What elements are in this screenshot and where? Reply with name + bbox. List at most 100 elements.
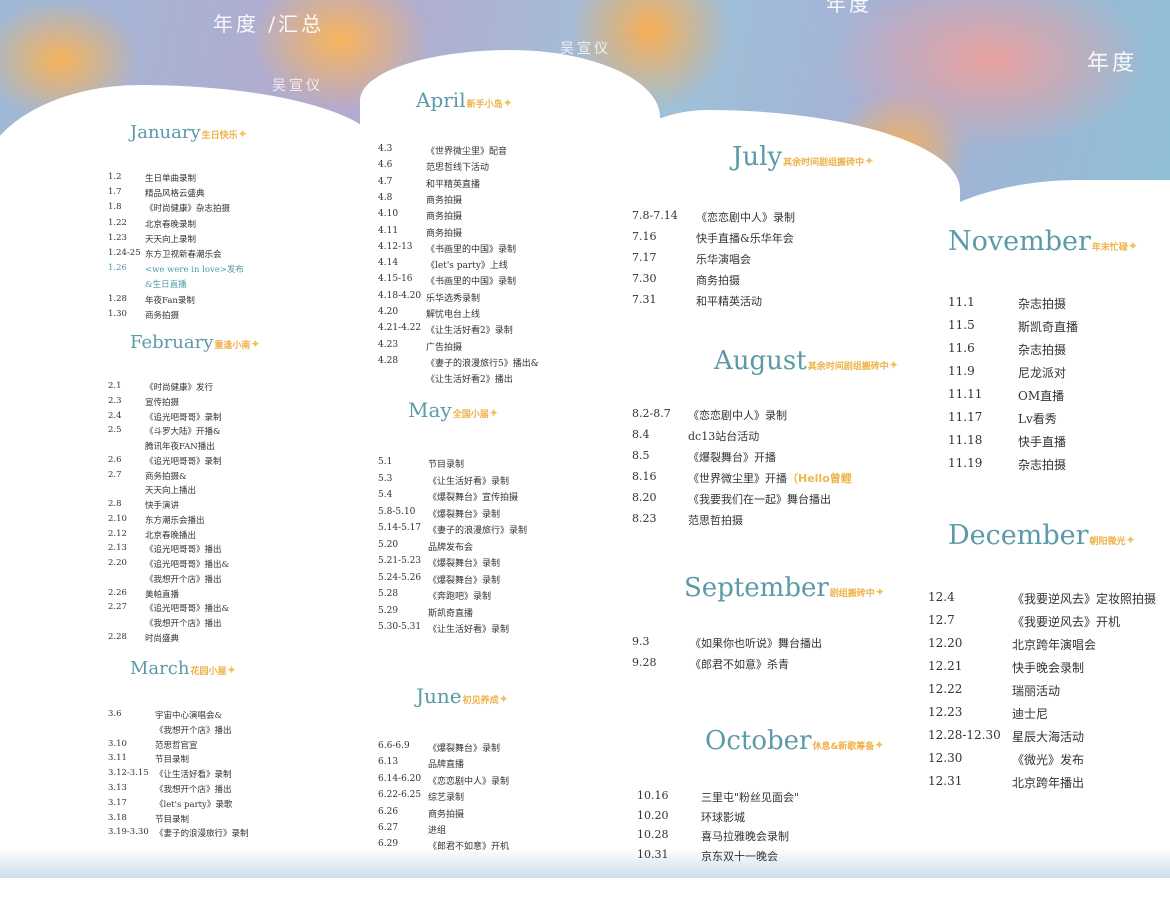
event-text: 宇宙中心演唱会&	[155, 709, 222, 721]
event-text: 《追光吧哥哥》播出	[145, 543, 222, 555]
event-description: 杂志拍摄	[1018, 458, 1067, 472]
event-text: 北京春晚播出	[145, 529, 196, 541]
event-date: 4.8	[378, 192, 393, 203]
event-text: 快手晚会录制	[1012, 659, 1084, 676]
event-date: 8.16	[632, 470, 657, 483]
event-date: 1.22	[108, 217, 127, 228]
event-text: 京东双十一晚会	[701, 848, 778, 864]
event-text: 天天向上播出	[145, 484, 196, 496]
month-subtitle: 全国小届	[452, 410, 489, 420]
event-description: 星辰大海活动	[1012, 730, 1085, 744]
event-description: 《让生活好看》录制	[428, 476, 510, 487]
sparkle-icon: ✦	[874, 585, 885, 599]
event-date: 12.20	[928, 636, 963, 650]
event-date: 2.28	[108, 631, 127, 642]
event-date: 1.7	[108, 187, 122, 198]
event-description: 《时尚健康》杂志拍摄	[145, 204, 231, 215]
event-text: 《让生活好看2》播出	[426, 372, 513, 385]
event-text: 快手直播&乐华年会	[696, 230, 794, 246]
event-date: 11.6	[948, 341, 975, 355]
event-description: 斯凯奇直播	[1018, 320, 1079, 334]
event-text: 《时尚健康》发行	[145, 381, 213, 393]
event-text: 快手直播	[1018, 433, 1066, 450]
event-text: 《奔跑吧》录制	[428, 589, 491, 602]
event-description: 《爆裂舞台》录制	[428, 575, 501, 586]
event-date: 8.5	[632, 449, 650, 462]
event-text: 《爆裂舞台》录制	[428, 741, 500, 754]
event-date: 5.1	[378, 457, 393, 467]
event-text: 《我要逆风去》开机	[1012, 613, 1120, 630]
event-description: 《爆裂舞台》录制	[428, 744, 501, 754]
month-section-january: January生日快乐✦ 1.2 生日单曲录制 1.7 精品风格云盛典 1.8 《时尚健康》…	[108, 122, 248, 321]
event-description: 生日单曲录制	[145, 174, 197, 184]
event-date: 12.23	[928, 705, 963, 719]
event-date: 1.2	[108, 172, 122, 182]
event-description: 《我要逆风去》开机	[1012, 615, 1121, 629]
event-date: 6.27	[378, 823, 399, 833]
event-date: 7.31	[632, 293, 657, 306]
event-date: 6.22-6.25	[378, 790, 422, 801]
event-description: 京东双十一晚会	[701, 849, 778, 863]
event-date: 5.4	[378, 490, 393, 500]
event-text: 宣传拍摄	[145, 396, 179, 408]
event-description: 节目录制	[155, 814, 190, 825]
event-description: 《让生活好看》录制	[155, 770, 232, 781]
header-name-left: 吴宣仪	[272, 78, 323, 94]
month-section-april: April新手小岛✦ 4.3 《世界微尘里》配音 4.6 范思哲线下活动 4.7 和平精英直…	[378, 88, 539, 385]
event-text: 《let's party》录歌	[155, 798, 232, 810]
event-text: 斯凯奇直播	[1018, 318, 1078, 335]
event-date: 9.28	[632, 656, 657, 669]
event-description: 《let's party》录歌	[155, 799, 233, 810]
month-section-september: September剧组搬砖中✦ 9.3 《如果你也听说》舞台播出 9.28 《郎君不如意…	[632, 573, 885, 671]
month-name: August	[714, 346, 807, 376]
event-text: 《郎君不如意》开机	[428, 839, 509, 852]
event-description: 商务拍摄	[428, 809, 465, 820]
month-subtitle: 花园小屋	[190, 667, 227, 677]
event-text: dc13站台活动	[688, 428, 759, 444]
month-name: February	[130, 332, 214, 353]
event-description: 《我要逆风去》定妆照拍摄	[1012, 592, 1157, 606]
month-name: January	[130, 122, 201, 143]
event-description: 天天向上录制	[145, 234, 197, 245]
event-description: 《追光吧哥哥》播出&	[145, 604, 230, 615]
event-text: 《爆裂舞台》录制	[428, 556, 500, 569]
event-date: 2.4	[108, 410, 122, 421]
event-description: 范思哲线下活动	[426, 163, 490, 174]
month-title: October休息&新歌筹备✦	[705, 726, 884, 756]
month-title: March花园小屋✦	[130, 658, 237, 679]
event-description: 《让生活好看2》录制	[426, 326, 513, 337]
event-description: 《爆裂舞台》开播	[688, 451, 776, 464]
event-description: 《恋恋剧中人》录制	[696, 211, 795, 224]
event-description: 《让生活好看2》播出	[426, 375, 513, 386]
event-date: 4.3	[378, 144, 393, 154]
event-text: 《我想开个店》播出	[155, 724, 232, 736]
event-date: 10.20	[637, 808, 669, 822]
event-date: 5.3	[378, 473, 393, 484]
event-text: 《追光吧哥哥》播出&	[145, 602, 229, 614]
month-title: January生日快乐✦	[130, 122, 248, 143]
event-date: 2.8	[108, 499, 122, 509]
event-text: 范思哲拍摄	[688, 512, 743, 528]
event-date: 3.10	[108, 738, 127, 749]
event-text: 《妻子的浪漫旅行》录制	[155, 827, 249, 839]
event-date: 10.28	[637, 828, 669, 841]
month-section-december: December朝阳微光✦ 12.4 《我要逆风去》定妆照拍摄 12.7 《我要逆风去》…	[928, 520, 1156, 790]
event-date: 2.10	[108, 513, 127, 524]
event-description: 解忧电台上线	[426, 310, 481, 320]
event-text: 星辰大海活动	[1012, 728, 1084, 745]
event-text: 商务拍摄	[426, 226, 462, 239]
event-description: 《爆裂舞台》宣传拍摄	[428, 493, 519, 503]
event-date: 12.7	[928, 613, 955, 627]
event-text: 和平精英活动	[696, 293, 762, 309]
event-description: 快手晚会录制	[1012, 661, 1085, 675]
event-text: 《斗罗大陆》开播&	[145, 425, 221, 437]
event-text: 《时尚健康》杂志拍摄	[145, 202, 230, 214]
event-text: 《微光》发布	[1012, 751, 1084, 768]
header-title-left: 年度 /汇总	[213, 12, 325, 36]
event-description: 进组	[428, 826, 447, 836]
month-subtitle: 生日快乐	[201, 131, 238, 141]
event-date: 8.4	[632, 428, 650, 441]
event-text: 和平精英直播	[426, 177, 480, 190]
event-date: 2.27	[108, 602, 127, 613]
event-description: dc13站台活动	[688, 430, 760, 443]
